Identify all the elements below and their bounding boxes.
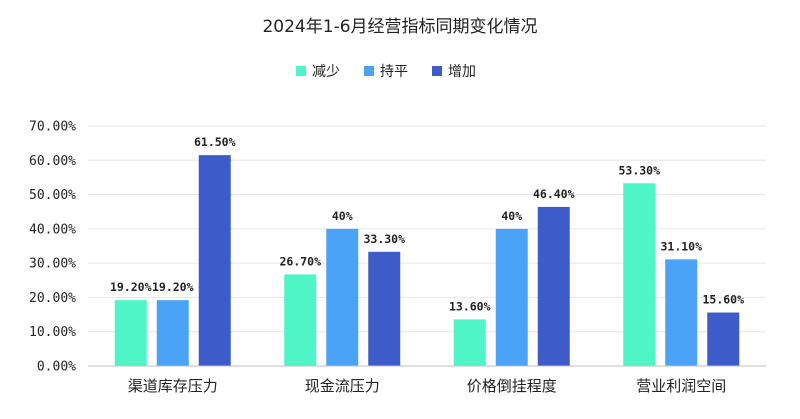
bar-1-2 bbox=[368, 251, 401, 366]
x-category-label-2: 价格倒挂程度 bbox=[467, 377, 557, 395]
data-label-1-2: 33.30% bbox=[363, 232, 405, 246]
legend-label-0: 减少 bbox=[312, 64, 340, 80]
chart-title: 2024年1-6月经营指标同期变化情况 bbox=[262, 17, 537, 37]
bar-0-2 bbox=[198, 155, 231, 366]
data-label-2-2: 46.40% bbox=[533, 187, 575, 201]
legend-swatch-2 bbox=[432, 66, 442, 76]
gridlines bbox=[88, 125, 766, 333]
y-tick-label-0: 0.00% bbox=[37, 360, 76, 375]
legend-swatch-0 bbox=[296, 66, 306, 76]
bar-0-0 bbox=[114, 300, 147, 366]
data-label-3-0: 53.30% bbox=[618, 163, 660, 177]
y-tick-label-2: 20.00% bbox=[29, 291, 76, 306]
x-category-label-1: 现金流压力 bbox=[305, 377, 380, 395]
data-label-2-1: 40% bbox=[501, 209, 522, 223]
legend: 减少 持平 增加 bbox=[296, 64, 476, 80]
data-labels: 19.20% 19.20% 61.50% 26.70% 40% 33.30% 13.60% 4… bbox=[110, 135, 744, 313]
y-tick-label-7: 70.00% bbox=[29, 120, 76, 135]
data-label-2-0: 13.60% bbox=[449, 299, 491, 313]
legend-label-2: 增加 bbox=[448, 64, 476, 80]
bar-1-0 bbox=[284, 274, 317, 366]
x-axis-categories: 渠道库存压力 现金流压力 价格倒挂程度 营业利润空间 bbox=[128, 377, 727, 395]
bar-3-2 bbox=[707, 312, 740, 366]
bar-1-1 bbox=[326, 228, 359, 366]
bar-2-2 bbox=[537, 206, 570, 366]
data-label-3-2: 15.60% bbox=[702, 293, 744, 307]
data-label-0-0: 19.20% bbox=[110, 280, 152, 294]
y-tick-label-4: 40.00% bbox=[29, 222, 76, 237]
y-axis-ticks: 0.00% 10.00% 20.00% 30.00% 40.00% 50.00% 60.00… bbox=[29, 120, 76, 375]
y-tick-label-3: 30.00% bbox=[29, 257, 76, 272]
x-category-label-0: 渠道库存压力 bbox=[128, 377, 218, 395]
legend-label-1: 持平 bbox=[380, 64, 408, 80]
y-tick-label-1: 10.00% bbox=[29, 325, 76, 340]
bar-3-1 bbox=[665, 259, 698, 366]
x-category-label-3: 营业利润空间 bbox=[636, 377, 726, 395]
bars bbox=[114, 155, 740, 366]
data-label-1-1: 40% bbox=[332, 209, 353, 223]
bar-3-0 bbox=[623, 183, 656, 366]
legend-swatch-1 bbox=[364, 66, 374, 76]
data-label-1-0: 26.70% bbox=[279, 254, 321, 268]
bar-0-1 bbox=[156, 300, 189, 366]
y-tick-label-5: 50.00% bbox=[29, 188, 76, 203]
bar-2-1 bbox=[495, 228, 528, 366]
bar-2-0 bbox=[453, 319, 486, 366]
data-label-0-1: 19.20% bbox=[152, 280, 194, 294]
data-label-0-2: 61.50% bbox=[194, 135, 236, 149]
y-tick-label-6: 60.00% bbox=[29, 154, 76, 169]
data-label-3-1: 31.10% bbox=[660, 239, 702, 253]
